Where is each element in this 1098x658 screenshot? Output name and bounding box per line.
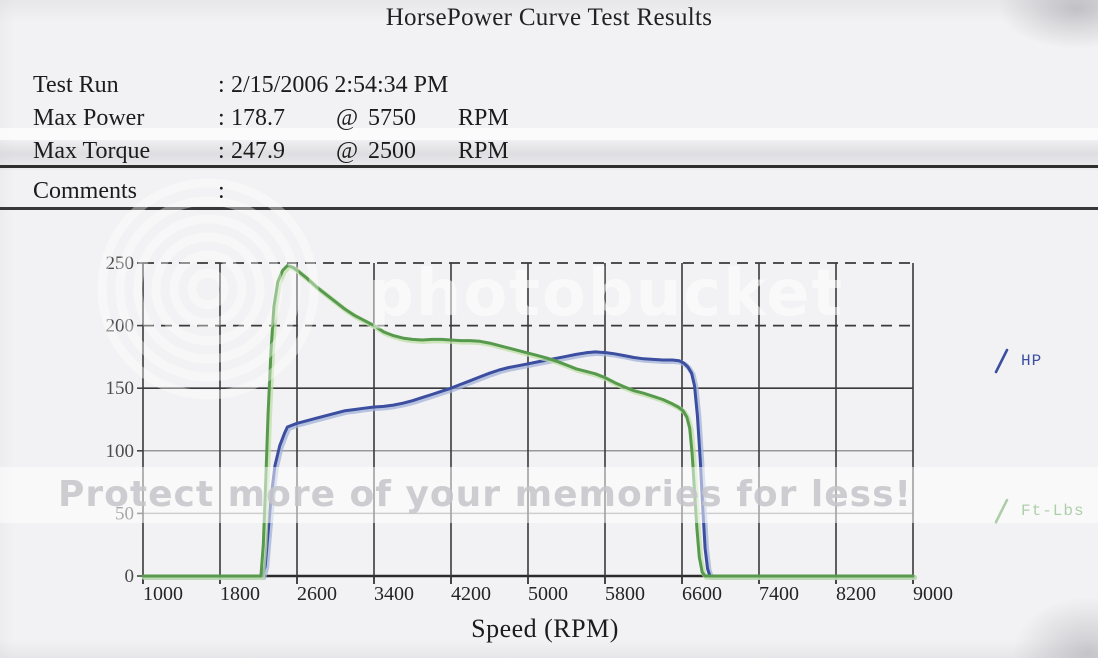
- svg-text:4200: 4200: [451, 583, 491, 605]
- max-power-value: 178.7: [231, 105, 285, 131]
- photobucket-watermark-text: photobucket: [368, 257, 845, 331]
- svg-text:2600: 2600: [297, 583, 337, 605]
- scan-smudge-bottom-right: [1014, 598, 1098, 658]
- colon: :: [218, 72, 225, 98]
- colon: :: [218, 178, 225, 204]
- svg-text:1000: 1000: [143, 583, 183, 605]
- x-axis-title: Speed (RPM): [471, 614, 619, 643]
- rpm-unit: RPM: [458, 105, 509, 131]
- svg-text:5000: 5000: [528, 583, 568, 605]
- svg-text:250: 250: [106, 253, 135, 274]
- colon: :: [218, 105, 225, 131]
- max-torque-rpm: 2500: [368, 138, 416, 164]
- svg-text:0: 0: [125, 566, 135, 587]
- svg-text:5800: 5800: [605, 583, 645, 605]
- legend-item-hp: HP: [992, 346, 1042, 376]
- scan-band-light: [0, 128, 1098, 140]
- horizontal-rule: [0, 207, 1098, 210]
- test-run-value: 2/15/2006 2:54:34 PM: [231, 72, 449, 98]
- horizontal-rule: [0, 165, 1098, 168]
- photobucket-tagline: Protect more of your memories for less!: [58, 474, 912, 515]
- hp-line-sample-icon: [994, 348, 1009, 374]
- photobucket-watermark-band: Protect more of your memories for less!: [0, 467, 1098, 523]
- ftlbs-line-sample-icon: [994, 498, 1009, 524]
- comments-label: Comments: [33, 178, 138, 204]
- svg-text:9000: 9000: [913, 583, 953, 605]
- at-sign: @: [336, 138, 359, 164]
- legend-label-hp: HP: [1021, 352, 1043, 370]
- svg-text:3400: 3400: [374, 583, 414, 605]
- test-run-row: Test Run:2/15/2006 2:54:34 PM: [33, 71, 448, 99]
- max-power-rpm: 5750: [368, 105, 416, 131]
- svg-text:7400: 7400: [759, 583, 799, 605]
- at-sign: @: [336, 105, 359, 131]
- max-torque-label: Max Torque: [33, 138, 151, 164]
- max-power-label: Max Power: [33, 105, 145, 131]
- test-run-label: Test Run: [33, 72, 119, 98]
- legend-item-ftlbs: Ft-Lbs: [992, 496, 1085, 526]
- svg-text:6600: 6600: [682, 583, 722, 605]
- colon: :: [218, 138, 225, 164]
- max-torque-value: 247.9: [231, 138, 285, 164]
- legend-label-ftlbs: Ft-Lbs: [1021, 502, 1085, 520]
- page-title: HorsePower Curve Test Results: [385, 4, 713, 31]
- comments-row: Comments:: [33, 177, 231, 205]
- max-torque-row: Max Torque:247.9 @2500 RPM: [33, 137, 509, 165]
- svg-text:100: 100: [106, 441, 135, 462]
- svg-text:200: 200: [106, 316, 135, 337]
- svg-text:150: 150: [106, 378, 135, 399]
- svg-text:8200: 8200: [836, 583, 876, 605]
- rpm-unit: RPM: [458, 138, 509, 164]
- max-power-row: Max Power:178.7 @5750 RPM: [33, 104, 509, 132]
- svg-text:50: 50: [115, 503, 134, 524]
- svg-text:1800: 1800: [220, 583, 260, 605]
